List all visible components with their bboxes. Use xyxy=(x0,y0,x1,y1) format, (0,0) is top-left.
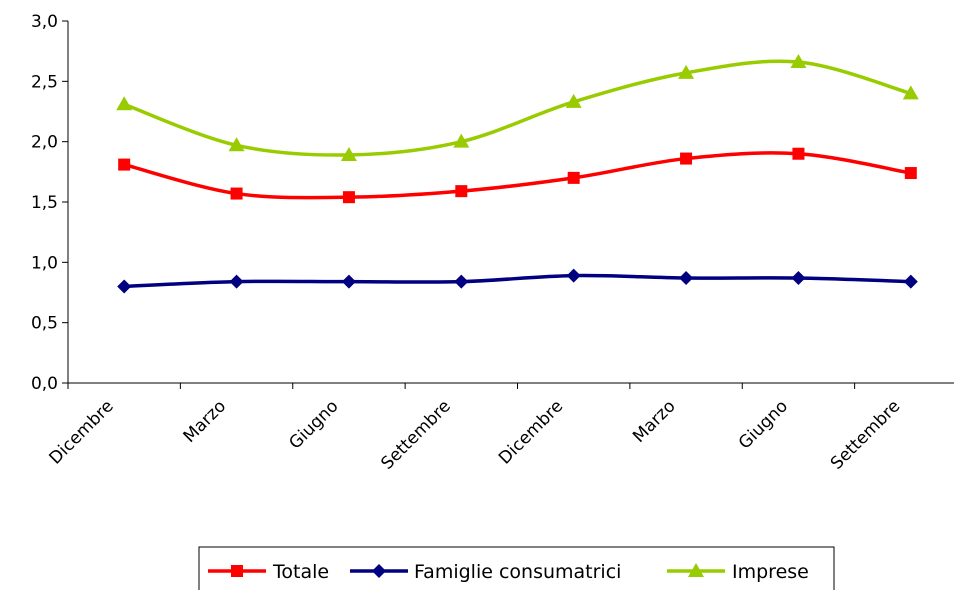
series-2-point-3 xyxy=(453,133,470,148)
y-tick-label: 0,5 xyxy=(31,314,58,334)
series-0-point-0 xyxy=(118,158,131,171)
x-tick-label: Giugno xyxy=(735,396,792,453)
series-1-point-0 xyxy=(117,279,132,294)
series-1-point-5 xyxy=(679,271,694,286)
series-2-point-2 xyxy=(340,146,357,161)
x-tick-label: Dicembre xyxy=(495,396,567,468)
x-tick-label: Dicembre xyxy=(46,396,118,468)
series-layer xyxy=(116,54,919,294)
y-tick-label: 2,5 xyxy=(31,72,58,92)
series-2-point-1 xyxy=(228,137,245,152)
x-tick-label: Settembre xyxy=(377,396,454,473)
x-tick-label: Marzo xyxy=(629,396,679,446)
series-2-point-4 xyxy=(565,93,582,108)
series-1-point-7 xyxy=(903,274,918,289)
series-1-point-4 xyxy=(566,268,581,283)
series-1-point-1 xyxy=(229,274,244,289)
x-tick-label: Settembre xyxy=(827,396,904,473)
x-tick-label: Giugno xyxy=(285,396,342,453)
series-2-point-7 xyxy=(902,85,919,100)
series-2-point-6 xyxy=(790,54,807,69)
legend-label-0: Totale xyxy=(272,561,329,583)
series-2-point-0 xyxy=(116,96,133,111)
legend-box xyxy=(198,546,835,590)
legend-label-1: Famiglie consumatrici xyxy=(414,561,621,583)
series-1-point-3 xyxy=(454,274,469,289)
series-0-point-2 xyxy=(342,191,355,204)
series-line-1 xyxy=(124,273,911,289)
y-tick-label: 3,0 xyxy=(31,12,58,32)
series-0-point-3 xyxy=(455,185,468,198)
series-0-point-6 xyxy=(792,147,805,160)
x-tick-label: Marzo xyxy=(180,396,230,446)
series-1-point-6 xyxy=(791,271,806,286)
series-line-0 xyxy=(123,151,912,200)
axes: 0,0 0,5 1,0 1,5 2,0 2,5 3,0 Dicembre Marzo Giugno… xyxy=(31,12,954,474)
series-0-point-5 xyxy=(680,152,693,165)
series-2-point-5 xyxy=(678,64,695,79)
y-tick-label: 1,5 xyxy=(31,193,58,213)
y-tick-label: 2,0 xyxy=(31,133,58,153)
y-tick-label: 0,0 xyxy=(31,374,58,394)
y-tick-label: 1,0 xyxy=(31,253,58,273)
series-0-point-7 xyxy=(904,167,917,180)
legend-label-2: Imprese xyxy=(732,561,809,583)
legend-swatch-marker-0 xyxy=(231,565,243,577)
legend-swatch-marker-2 xyxy=(688,563,704,577)
series-0-point-1 xyxy=(230,187,243,200)
legend-swatch-marker-1 xyxy=(372,564,386,578)
series-1-point-2 xyxy=(341,274,356,289)
legend: Totale Famiglie consumatrici Imprese xyxy=(198,546,835,590)
series-0-point-4 xyxy=(567,171,580,184)
series-line-2 xyxy=(123,59,912,157)
